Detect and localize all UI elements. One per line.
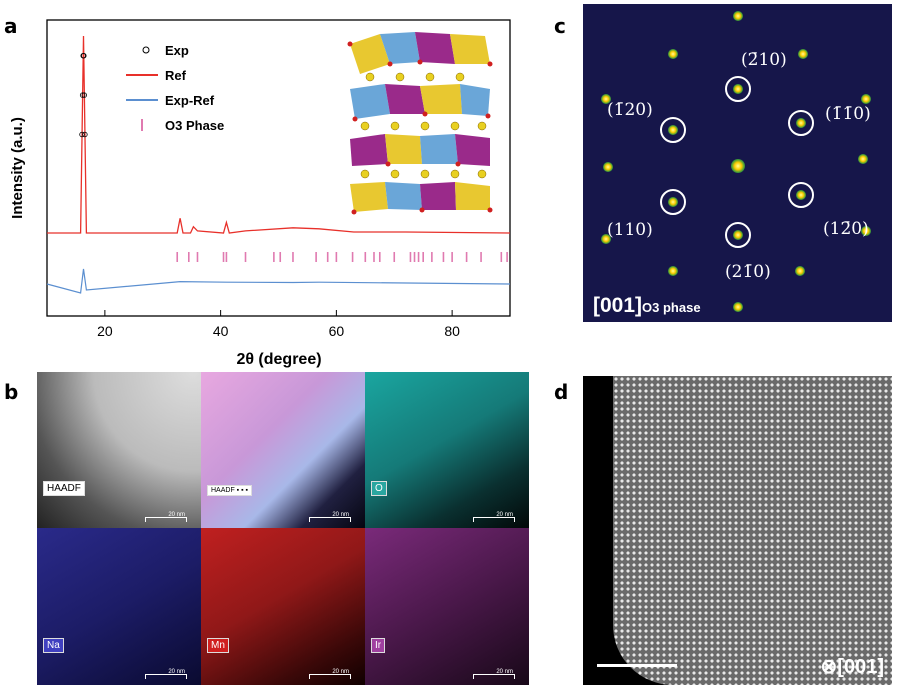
eds-label-mn: Mn bbox=[207, 638, 229, 653]
scale-bar-d bbox=[597, 664, 677, 667]
series-ref bbox=[47, 35, 511, 234]
y-axis-label: Intensity (a.u.) bbox=[9, 117, 26, 219]
zone-axis-label-c: [001]O3 phase bbox=[593, 294, 701, 318]
miller-label-m110: (1̄1̄0) bbox=[825, 104, 871, 124]
miller-label-p120: (12̄0) bbox=[823, 219, 869, 239]
zone-axis-label-d: ⊗[001] bbox=[820, 656, 884, 678]
panel-label-b: b bbox=[4, 380, 19, 404]
diffraction-spot bbox=[733, 11, 743, 21]
diffraction-spot-center bbox=[731, 159, 745, 173]
scale-bar bbox=[145, 517, 187, 522]
scale-bar bbox=[145, 674, 187, 679]
diffraction-spot bbox=[861, 94, 871, 104]
diffraction-spot bbox=[668, 266, 678, 276]
exp-data-point bbox=[81, 53, 87, 59]
xrd-chart: 20 40 60 80 2θ (degree) Intensity (a.u.) Ex… bbox=[9, 19, 511, 368]
eds-tile-overlay: HAADF ▪ ▪ ▪ 20 nm bbox=[201, 372, 365, 528]
scale-bar-text: 20 nm bbox=[496, 669, 513, 675]
exp-data-point bbox=[79, 92, 86, 98]
eds-tile-haadf: HAADF 20 nm bbox=[37, 372, 201, 528]
panel-label-a: a bbox=[4, 14, 18, 38]
diffraction-spot bbox=[601, 234, 611, 244]
ring-p110 bbox=[660, 189, 686, 215]
legend-exp-ref: Exp-Ref bbox=[165, 93, 215, 108]
legend-exp-marker bbox=[142, 46, 150, 54]
scale-bar bbox=[309, 674, 351, 679]
eds-label-na: Na bbox=[43, 638, 64, 653]
diffraction-spot bbox=[668, 49, 678, 59]
ring-m120 bbox=[660, 117, 686, 143]
diffraction-spot bbox=[861, 226, 871, 236]
x-tick-label: 60 bbox=[329, 323, 345, 339]
diffraction-pattern: (2̄10) (1̄20) (1̄1̄0) (110) (12̄0) (21̄0… bbox=[583, 4, 892, 322]
eds-label-overlay: HAADF ▪ ▪ ▪ bbox=[207, 485, 253, 496]
diffraction-spot bbox=[668, 197, 678, 207]
crystal-structure-inset bbox=[347, 32, 493, 215]
x-tick-label: 20 bbox=[97, 323, 113, 339]
panel-label-c: c bbox=[554, 14, 566, 38]
eds-tile-mn: Mn 20 nm bbox=[201, 528, 365, 685]
miller-label-p110: (110) bbox=[607, 220, 653, 240]
x-tick-label: 80 bbox=[444, 323, 460, 339]
diffraction-spot bbox=[733, 302, 743, 312]
panel-label-d: d bbox=[554, 380, 569, 404]
exp-data-point bbox=[82, 131, 88, 138]
scale-bar bbox=[309, 517, 351, 522]
legend-o3-phase: O3 Phase bbox=[165, 118, 224, 133]
stem-lattice-image: ⊗[001] bbox=[583, 376, 892, 685]
lattice-region bbox=[613, 376, 892, 685]
zone-axis-main: [001] bbox=[593, 294, 643, 317]
scale-bar bbox=[473, 517, 515, 522]
eds-label-ir: Ir bbox=[371, 638, 386, 653]
ring-m210 bbox=[725, 76, 751, 102]
eds-label-o: O bbox=[371, 481, 387, 496]
series-exp-ref bbox=[46, 268, 511, 294]
diffraction-spot bbox=[603, 162, 613, 172]
ring-p120 bbox=[788, 182, 814, 208]
scale-bar-text: 20 nm bbox=[332, 512, 349, 518]
exp-data-point bbox=[79, 131, 85, 138]
diffraction-spot bbox=[796, 118, 806, 128]
eds-tile-na: Na 20 nm bbox=[37, 528, 201, 685]
scale-bar-text: 20 nm bbox=[332, 669, 349, 675]
legend-exp: Exp bbox=[165, 43, 189, 58]
scale-bar-text: 20 nm bbox=[168, 512, 185, 518]
ring-p210 bbox=[725, 222, 751, 248]
diffraction-spot bbox=[668, 125, 678, 135]
eds-tile-o: O 20 nm bbox=[365, 372, 529, 528]
plot-frame bbox=[46, 19, 511, 317]
x-tick-label: 40 bbox=[213, 323, 229, 339]
zone-axis-sub: O3 phase bbox=[642, 300, 701, 315]
x-axis-label: 2θ (degree) bbox=[236, 351, 321, 368]
diffraction-spot bbox=[733, 230, 743, 240]
diffraction-spot bbox=[601, 94, 611, 104]
diffraction-spot bbox=[795, 266, 805, 276]
scale-bar-text: 20 nm bbox=[168, 669, 185, 675]
legend-ref: Ref bbox=[165, 68, 187, 83]
miller-label-m210: (2̄10) bbox=[741, 50, 787, 70]
exp-data-point bbox=[81, 92, 87, 98]
legend: Exp Ref Exp-Ref O3 Phase bbox=[126, 43, 224, 133]
miller-label-m120: (1̄20) bbox=[607, 100, 653, 120]
scale-bar-text: 20 nm bbox=[496, 512, 513, 518]
eds-tile-ir: Ir 20 nm bbox=[365, 528, 529, 685]
diffraction-spot bbox=[858, 154, 868, 164]
ring-m110 bbox=[788, 110, 814, 136]
miller-label-p210: (21̄0) bbox=[725, 262, 771, 282]
diffraction-spot bbox=[796, 190, 806, 200]
diffraction-spot bbox=[733, 84, 743, 94]
scale-bar bbox=[473, 674, 515, 679]
diffraction-spot bbox=[798, 49, 808, 59]
eds-label-haadf: HAADF bbox=[43, 481, 85, 496]
